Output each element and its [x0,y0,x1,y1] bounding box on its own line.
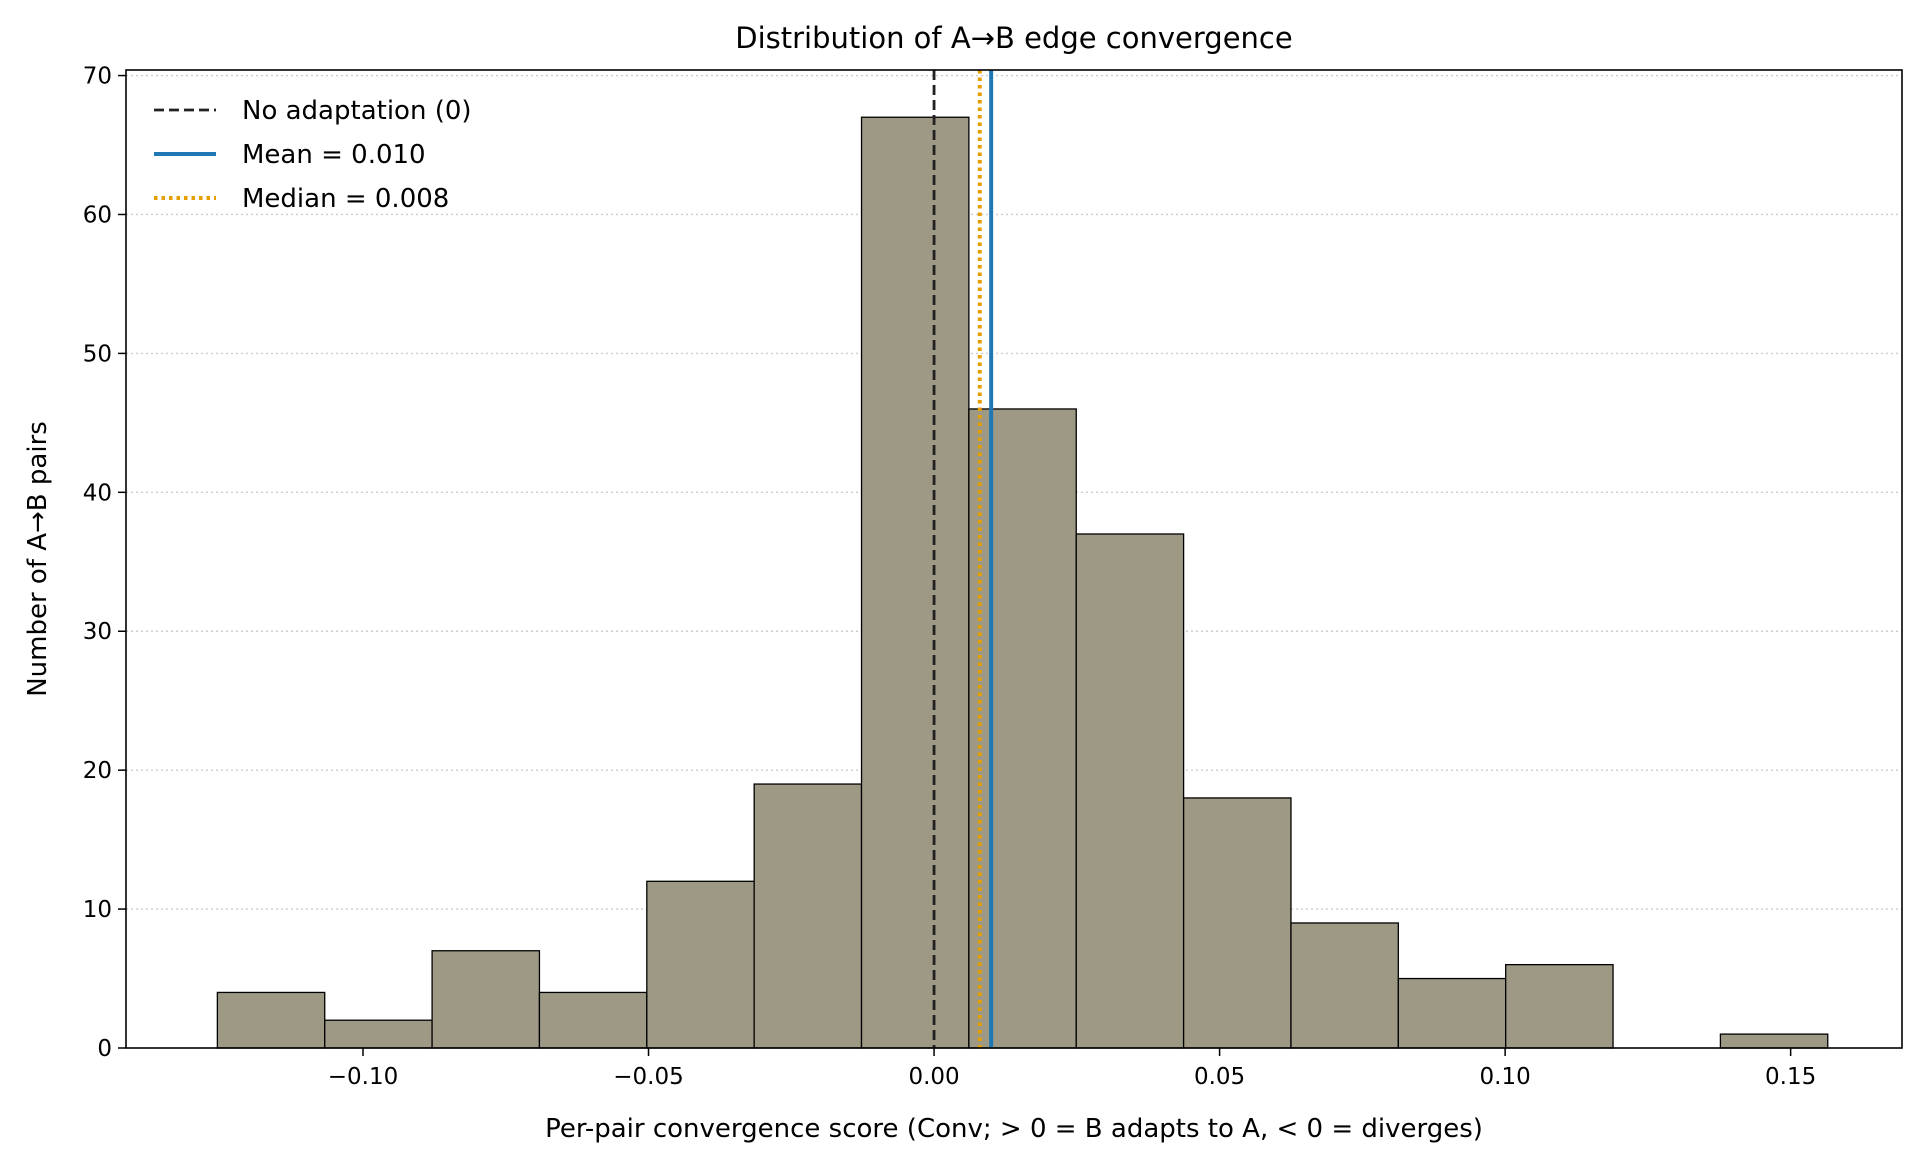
histogram-bar [860,116,970,1049]
histogram-bar [538,991,648,1049]
y-tick-label: 10 [83,897,112,923]
histogram-bar [216,991,326,1049]
histogram-bar [968,408,1077,1049]
y-tick-label: 0 [97,1036,112,1062]
histogram-bar [1075,533,1185,1049]
histogram-bar [324,1019,433,1049]
legend: No adaptation (0) Mean = 0.010 Median = 0.… [154,96,472,214]
histogram-bar [1397,977,1507,1049]
histogram-bar [1290,922,1399,1049]
histogram-bar [753,783,863,1049]
histogram-bars [216,116,1829,1049]
y-tick-label: 50 [83,341,112,367]
y-axis-ticks: 0 10 20 30 40 50 60 70 [83,64,126,1062]
legend-entry-label: No adaptation (0) [242,96,472,126]
chart-title: Distribution of A→B edge convergence [735,21,1292,55]
histogram-bar [1182,797,1292,1049]
y-axis-label: Number of A→B pairs [23,421,53,697]
y-tick-label: 40 [83,480,112,506]
histogram-bar [431,950,541,1049]
x-axis-ticks: −0.10 −0.05 0.00 0.05 0.10 0.15 [328,1048,1816,1090]
x-tick-label: 0.05 [1194,1064,1245,1090]
y-tick-label: 20 [83,758,112,784]
x-axis-label: Per-pair convergence score (Conv; > 0 = … [545,1114,1483,1144]
histogram-bar [646,880,755,1049]
grid-lines [126,74,1902,910]
x-tick-label: 0.15 [1765,1064,1816,1090]
histogram-bar [1505,963,1614,1049]
x-tick-label: 0.10 [1480,1064,1531,1090]
x-tick-label: −0.10 [328,1064,398,1090]
legend-entry-label: Median = 0.008 [242,184,449,214]
y-tick-label: 70 [83,64,112,90]
reference-lines [932,70,994,1048]
legend-entry-label: Mean = 0.010 [242,140,426,170]
histogram-bar [1719,1033,1829,1049]
y-tick-label: 30 [83,619,112,645]
y-tick-label: 60 [83,202,112,228]
x-tick-label: 0.00 [908,1064,959,1090]
x-tick-label: −0.05 [613,1064,683,1090]
plot-frame [125,69,1903,1049]
